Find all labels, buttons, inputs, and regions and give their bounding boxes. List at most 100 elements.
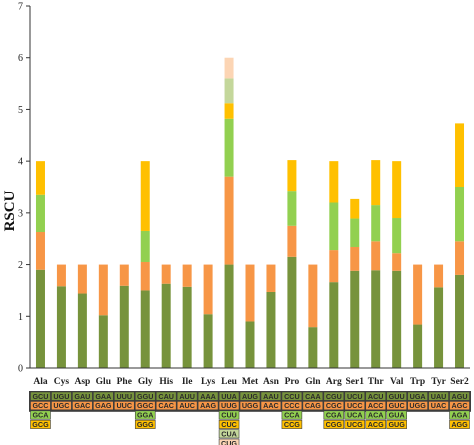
- codon-cell: [114, 391, 135, 401]
- bar-segment: [98, 264, 108, 316]
- y-tick-label: 1: [18, 312, 23, 323]
- bar-segment: [287, 225, 297, 257]
- bar-segment: [161, 264, 171, 284]
- bar-segment: [98, 315, 108, 368]
- codon-label: GUA: [389, 411, 405, 420]
- codon-label: GCU: [32, 392, 48, 401]
- bar-segment: [35, 161, 45, 195]
- bar-segment: [350, 270, 360, 368]
- codon-cell: [218, 419, 240, 429]
- bar-segment: [371, 241, 381, 271]
- codon-cell: [449, 419, 470, 429]
- bar-segment: [161, 283, 171, 368]
- codon-label: CAU: [158, 392, 174, 401]
- codon-cell: [323, 410, 345, 420]
- codon-cell: [449, 401, 470, 411]
- codon-label: AAG: [200, 401, 216, 410]
- bar-segment: [455, 241, 465, 275]
- bar-segment: [392, 161, 402, 219]
- x-category-label: Ser2: [450, 377, 469, 387]
- codon-label: UAC: [431, 401, 447, 410]
- codon-label: AAU: [263, 392, 279, 401]
- codon-cell: [344, 410, 366, 420]
- codon-label: CCC: [284, 401, 300, 410]
- codon-cell: [428, 401, 449, 411]
- y-tick-label: 5: [18, 105, 23, 116]
- x-category-label: Val: [390, 377, 404, 387]
- bar-segment: [224, 57, 234, 79]
- bar-segment: [371, 270, 381, 368]
- bar-segment: [413, 324, 423, 368]
- codon-label: UGG: [409, 401, 426, 410]
- codon-label: GGA: [137, 411, 153, 420]
- x-category-label: Gly: [138, 377, 153, 387]
- x-category-label: Cys: [54, 377, 70, 387]
- bar-segment: [413, 264, 423, 325]
- x-category-label: Tyr: [431, 377, 446, 387]
- codon-label: CCG: [284, 420, 300, 429]
- codon-label: GUG: [388, 420, 405, 429]
- codon-cell: [134, 391, 156, 401]
- codon-cell: [30, 410, 51, 420]
- bar-segment: [77, 293, 87, 368]
- codon-cell: [344, 419, 366, 429]
- codon-label: GGU: [137, 392, 153, 401]
- codon-cell: [134, 410, 156, 420]
- x-axis: Ala Cys Asp Glu Phe Gly His Ile Lys Leu Met Asn Pro G…: [30, 367, 470, 387]
- codon-label: CCA: [284, 411, 300, 420]
- codon-label: ACA: [368, 411, 384, 420]
- bar-segment: [308, 264, 318, 328]
- codon-cell: [344, 391, 366, 401]
- bar-segment: [287, 160, 297, 192]
- codon-label: GAA: [95, 392, 111, 401]
- bar-segment: [350, 246, 360, 271]
- bar-segment: [371, 160, 381, 206]
- bar-segment: [56, 264, 66, 287]
- bar-segment: [224, 176, 234, 265]
- y-axis: 0 1 2 3 4 5 6 7: [18, 2, 31, 375]
- codon-cell: [281, 401, 303, 411]
- codon-cell: [365, 391, 386, 401]
- codon-cell: [260, 391, 282, 401]
- codon-label: CGA: [326, 411, 342, 420]
- bar-segment: [77, 264, 87, 294]
- y-tick-label: 7: [18, 2, 23, 13]
- x-category-label: Ser1: [346, 377, 365, 387]
- codon-label: AAA: [200, 392, 216, 401]
- bar-segment: [140, 261, 150, 291]
- x-category-label: Ile: [182, 377, 193, 387]
- codon-cell: [134, 401, 156, 411]
- codon-cell: [93, 401, 114, 411]
- bar-segment: [140, 161, 150, 231]
- codon-cell: [386, 410, 407, 420]
- codon-cell: [449, 391, 470, 401]
- codon-cell: [302, 401, 324, 411]
- bar-segment: [329, 282, 339, 368]
- bar-segment: [224, 264, 234, 368]
- codon-cell: [386, 391, 407, 401]
- bar-segment: [455, 187, 465, 242]
- bar-segment: [392, 253, 402, 271]
- codon-label: AAC: [263, 401, 279, 410]
- codon-cell: [323, 401, 345, 411]
- bar-segment: [140, 230, 150, 262]
- codon-label: UGC: [53, 401, 69, 410]
- codon-label: ACG: [368, 420, 384, 429]
- codon-cell: [51, 391, 72, 401]
- codon-label: ACC: [368, 401, 384, 410]
- x-category-label: Thr: [368, 377, 385, 387]
- codon-label: CUG: [221, 439, 237, 445]
- bar-segment: [266, 291, 276, 368]
- codon-label: AUC: [179, 401, 195, 410]
- codon-cell: [281, 391, 303, 401]
- codon-label: UUA: [221, 392, 237, 401]
- codon-cell: [197, 401, 219, 411]
- codon-label: AGA: [452, 411, 468, 420]
- bars: [35, 57, 465, 368]
- bar-segment: [224, 118, 234, 177]
- codon-label: CAA: [305, 392, 321, 401]
- bar-segment: [119, 264, 129, 286]
- codon-label: AGU: [452, 392, 468, 401]
- codon-cell: [134, 419, 156, 429]
